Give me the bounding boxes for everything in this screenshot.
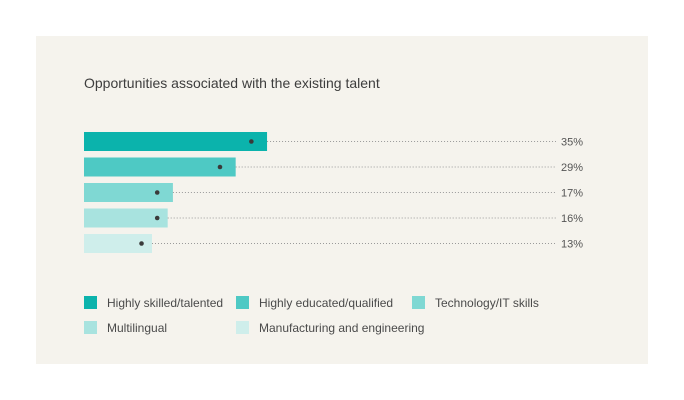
legend-label: Manufacturing and engineering — [259, 320, 425, 335]
marker-dot-5 — [139, 241, 144, 246]
legend-item-1: Highly skilled/talented — [84, 294, 236, 311]
legend-label: Multilingual — [107, 320, 168, 335]
bar-5 — [84, 234, 152, 253]
legend-swatch — [84, 296, 97, 309]
value-label-2: 29% — [561, 162, 583, 174]
bar-chart: 35% 29% 17% 16% 13% — [84, 132, 583, 253]
bar-1 — [84, 132, 268, 151]
legend-item-5: Manufacturing and engineering — [236, 319, 424, 336]
legend-swatch — [236, 296, 249, 309]
legend-label: Highly educated/qualified — [259, 295, 394, 310]
chart-legend: Highly skilled/talented Highly educated/q… — [84, 294, 604, 336]
marker-dot-3 — [154, 190, 160, 195]
legend-item-2: Highly educated/qualified — [236, 294, 412, 311]
marker-dot-4 — [154, 215, 160, 221]
legend-label: Highly skilled/talented — [107, 295, 224, 310]
value-label-3: 17% — [561, 188, 583, 200]
legend-swatch — [84, 321, 97, 334]
chart-panel: Opportunities associated with the existi… — [36, 36, 648, 364]
bar-2 — [84, 157, 236, 177]
value-label-1: 35% — [561, 137, 583, 149]
chart-title: Opportunities associated with the existi… — [84, 75, 380, 91]
marker-dot-2 — [217, 164, 223, 170]
legend-swatch — [412, 296, 425, 309]
legend-item-3: Technology/IT skills — [412, 294, 592, 311]
legend-label: Technology/IT skills — [435, 295, 539, 310]
bar-4 — [84, 208, 168, 228]
legend-item-4: Multilingual — [84, 319, 236, 336]
legend-swatch — [236, 321, 249, 334]
marker-dot-1 — [249, 139, 254, 144]
bar-3 — [84, 183, 173, 202]
value-label-5: 13% — [561, 239, 583, 251]
value-label-4: 16% — [561, 213, 583, 225]
